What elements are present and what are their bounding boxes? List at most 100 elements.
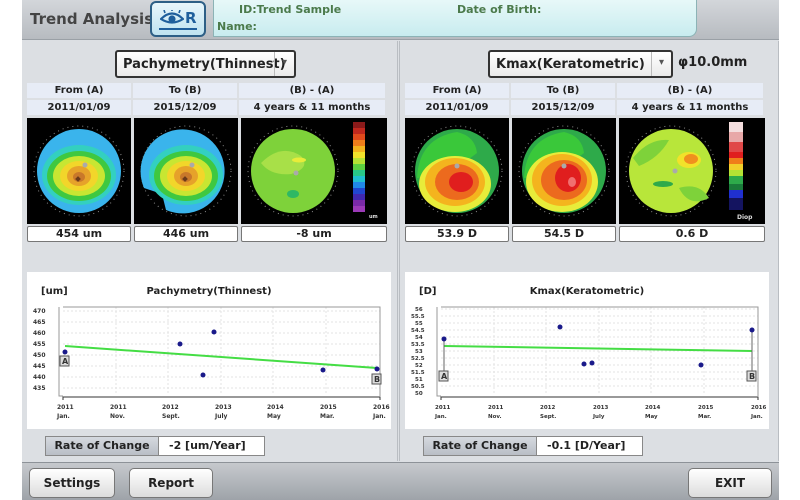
svg-text:51.5: 51.5 [411,370,425,376]
to-date: 2015/12/09 [133,100,237,115]
svg-text:Sept.: Sept. [540,414,556,420]
diff-header: (B) - (A) [239,83,385,98]
right-rate-of-change: Rate of Change -0.1 [D/Year] [423,436,643,456]
diff-header: (B) - (A) [617,83,763,98]
svg-text:54.5: 54.5 [411,328,425,334]
eye-underline [159,28,197,30]
rate-label: Rate of Change [423,436,537,456]
svg-text:2011: 2011 [488,405,503,411]
to-header: To (B) [133,83,237,98]
trend-analysis-window: Trend Analysis R ID:Trend Sample Name: D… [22,0,779,500]
svg-text:53.5: 53.5 [411,342,425,348]
svg-text:2013: 2013 [593,405,608,411]
right-dropdown-value: Kmax(Keratometric) [496,57,645,72]
eye-side-label: R [185,9,197,27]
to-value: 54.5 D [512,226,616,242]
to-value: 446 um [134,226,238,242]
svg-text:445: 445 [33,363,46,370]
color-scale-bar [729,122,743,210]
svg-text:Nov.: Nov. [488,414,502,420]
svg-text:53: 53 [415,349,423,355]
svg-text:Nov.: Nov. [110,413,125,420]
rate-value: -0.1 [D/Year] [537,436,643,456]
left-maps: 454 um 4 [27,118,387,242]
kmax-map-from[interactable] [405,118,509,224]
from-date: 2011/01/09 [27,100,131,115]
pachymetry-trend-chart: [um] Pachymetry(Thinnest) 470 465 460 455 4… [27,272,391,429]
kmax-map-to[interactable] [512,118,616,224]
svg-text:450: 450 [33,352,46,359]
exit-button[interactable]: EXIT [688,468,772,498]
svg-text:50.5: 50.5 [411,384,425,390]
chevron-down-icon: ▾ [274,52,294,76]
chevron-down-icon: ▾ [651,52,671,76]
svg-text:May: May [267,413,281,420]
svg-text:55.5: 55.5 [411,314,425,320]
svg-text:Mar.: Mar. [320,413,334,420]
svg-text:2016: 2016 [751,405,766,411]
from-header: From (A) [27,83,131,98]
svg-text:A: A [62,357,69,366]
svg-text:B: B [749,372,755,381]
settings-button[interactable]: Settings [29,468,115,498]
kmax-panel: Kmax(Keratometric) ▾ φ10.0mm From (A) To… [399,41,779,461]
svg-text:51: 51 [415,377,423,383]
pachymetry-map-from[interactable] [27,118,131,224]
from-value: 53.9 D [405,226,509,242]
pachymetry-map-to[interactable] [134,118,238,224]
svg-text:52: 52 [415,363,423,369]
svg-text:July: July [214,413,228,420]
svg-text:52.5: 52.5 [411,356,425,362]
svg-text:56: 56 [415,307,423,313]
svg-text:Jan.: Jan. [750,414,763,420]
svg-text:440: 440 [33,374,46,381]
trend-line [443,345,753,352]
svg-text:2012: 2012 [162,404,179,411]
data-points [441,324,755,368]
svg-text:2014: 2014 [267,404,284,411]
svg-text:2011: 2011 [435,405,450,411]
svg-text:435: 435 [33,385,46,392]
data-points [62,329,380,378]
svg-text:2015: 2015 [320,404,337,411]
svg-text:Mar.: Mar. [698,414,711,420]
app-title: Trend Analysis [30,10,154,28]
right-maps: 53.9 D 54.5 D [405,118,765,242]
svg-text:465: 465 [33,319,46,326]
pachymetry-panel: Pachymetry(Thinnest) ▾ From (A) To (B) (… [22,41,398,461]
chart-y-unit: [um] [41,286,68,297]
svg-text:50: 50 [415,391,423,397]
patient-dob: Date of Birth: [457,3,542,16]
left-rate-of-change: Rate of Change -2 [um/Year] [45,436,265,456]
report-button[interactable]: Report [129,468,213,498]
right-map-type-dropdown[interactable]: Kmax(Keratometric) ▾ [488,50,673,78]
chart-y-unit: [D] [419,286,437,297]
svg-text:460: 460 [33,330,46,337]
svg-text:Jan.: Jan. [372,413,386,420]
left-dropdown-value: Pachymetry(Thinnest) [123,57,286,72]
kmax-trend-chart: [D] Kmax(Keratometric) 56 55.5 55 54.5 [405,272,769,429]
from-header: From (A) [405,83,509,98]
patient-info: ID:Trend Sample Name: Date of Birth: [213,0,697,37]
kmax-difference-map[interactable]: Diop [619,118,765,224]
diff-duration: 4 years & 11 months [239,100,385,115]
diff-duration: 4 years & 11 months [617,100,763,115]
rate-value: -2 [um/Year] [159,436,265,456]
svg-text:2012: 2012 [540,405,555,411]
from-value: 454 um [27,226,131,242]
eye-select-button[interactable]: R [150,1,206,37]
svg-text:470: 470 [33,308,46,315]
left-date-header: From (A) To (B) (B) - (A) 2011/01/09 201… [27,83,385,115]
svg-text:2015: 2015 [698,405,713,411]
svg-text:B: B [374,375,380,384]
svg-text:2014: 2014 [645,405,660,411]
left-map-type-dropdown[interactable]: Pachymetry(Thinnest) ▾ [115,50,296,78]
svg-text:55: 55 [415,321,423,327]
svg-text:Jan.: Jan. [434,414,447,420]
footer-bar: Settings Report EXIT [22,462,779,500]
svg-text:2011: 2011 [57,404,74,411]
scale-unit-label: Diop [737,214,753,221]
pachymetry-difference-map[interactable]: um [241,118,387,224]
to-header: To (B) [511,83,615,98]
diff-value: -8 um [241,226,387,242]
